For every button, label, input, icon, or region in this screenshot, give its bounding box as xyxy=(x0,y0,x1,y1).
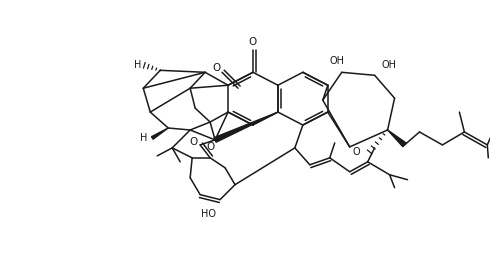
Text: OH: OH xyxy=(329,56,344,66)
Text: O: O xyxy=(212,63,220,73)
Text: O: O xyxy=(249,37,257,47)
Text: H: H xyxy=(139,133,147,143)
Text: O: O xyxy=(353,147,360,157)
Text: H: H xyxy=(134,60,141,70)
Text: O: O xyxy=(189,137,197,147)
Polygon shape xyxy=(214,112,278,142)
Text: OH: OH xyxy=(381,60,396,70)
Text: HO: HO xyxy=(201,209,216,219)
Polygon shape xyxy=(151,128,168,139)
Polygon shape xyxy=(387,130,406,147)
Text: O: O xyxy=(206,142,214,152)
